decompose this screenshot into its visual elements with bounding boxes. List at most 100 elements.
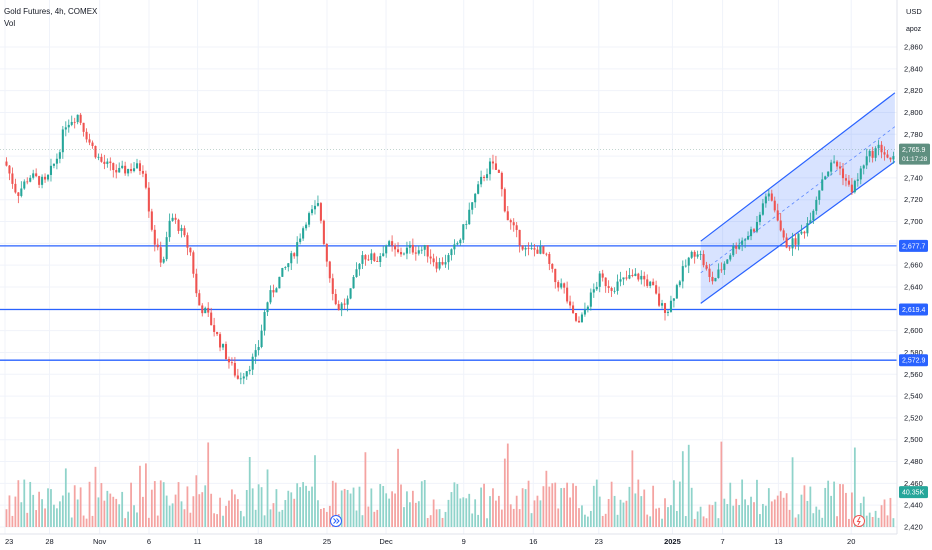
candle: [563, 282, 566, 294]
volume-bar: [539, 500, 542, 527]
volume-bar: [385, 493, 388, 527]
candle: [551, 263, 554, 273]
volume-bar: [892, 518, 895, 527]
volume-value-tag[interactable]: 40.35K: [899, 486, 928, 499]
goto-realtime-button[interactable]: [330, 515, 342, 527]
volume-bar: [622, 502, 625, 527]
volume-bar: [192, 496, 195, 527]
volume-bar: [26, 512, 29, 527]
volume-bar: [447, 499, 450, 527]
candle: [491, 154, 495, 170]
price-tick-label: 2,540: [904, 392, 923, 401]
candle: [382, 245, 385, 257]
time-axis[interactable]: 23 28 Nov 6 11 18 25 Dec 9 16 23 2025 7 13 20: [5, 537, 855, 546]
currency-label[interactable]: USD: [906, 7, 922, 16]
volume-bar: [833, 481, 835, 527]
candle: [343, 298, 346, 310]
candle: [729, 253, 732, 262]
time-tick-label: 23: [5, 537, 13, 546]
candle: [776, 203, 779, 222]
volume-bar: [147, 517, 150, 527]
volume-bar: [548, 486, 551, 527]
volume-indicator-label[interactable]: Vol: [4, 19, 16, 28]
volume-bar: [566, 482, 569, 527]
price-axis-background[interactable]: [897, 0, 932, 550]
volume-bar: [839, 484, 841, 527]
candlesticks: [5, 113, 895, 385]
candle: [135, 158, 139, 169]
volume-bar: [661, 518, 663, 527]
volume-bar: [500, 509, 503, 527]
price-axis[interactable]: 2,420 2,440 2,460 2,480 2,500 2,520 2,540 2,560…: [904, 43, 923, 532]
lightning-icon[interactable]: [853, 515, 865, 527]
volume-bar: [370, 488, 373, 527]
price-tick-label: 2,480: [904, 457, 923, 466]
volume-bar: [17, 480, 20, 527]
candle: [17, 192, 20, 204]
scale-mode-label[interactable]: apoz: [906, 26, 922, 33]
price-level-tag[interactable]: 2,619.4: [899, 303, 928, 316]
candle: [46, 173, 50, 182]
price-level-tag[interactable]: 2,677.7: [899, 239, 928, 252]
volume-bar: [115, 498, 118, 527]
volume-bar: [595, 479, 598, 527]
volume-bar: [320, 508, 322, 527]
volume-bar: [296, 483, 299, 527]
candle: [827, 171, 830, 177]
candle: [14, 178, 17, 194]
candle: [379, 252, 382, 268]
candle: [658, 286, 661, 308]
candle: [705, 261, 708, 271]
volume-bar: [136, 512, 138, 527]
parallel-channel-lower-line[interactable]: [700, 161, 896, 304]
candle: [871, 146, 874, 163]
symbol-title[interactable]: Gold Futures, 4h, COMEX: [4, 7, 98, 16]
volume-bar: [735, 498, 738, 527]
candle: [598, 270, 601, 293]
volume-bar: [705, 518, 708, 527]
parallel-channel-upper-line[interactable]: [700, 92, 896, 242]
volume-bar: [459, 498, 462, 527]
volume-bar: [637, 479, 640, 527]
volume-bar: [800, 494, 803, 527]
parallel-channel-fill[interactable]: [700, 92, 895, 304]
time-tick-label: Dec: [379, 537, 393, 546]
candle: [652, 278, 655, 286]
candle: [230, 357, 233, 366]
candle: [711, 271, 714, 285]
volume-bar: [762, 503, 764, 527]
time-tick-label: 2025: [664, 537, 681, 546]
volume-bar: [714, 501, 717, 527]
volume-bar: [118, 504, 121, 527]
last-price-tag[interactable]: 2,765.9 01:17:28: [899, 143, 930, 165]
volume-bar: [732, 505, 735, 527]
volume-bar: [738, 504, 741, 527]
time-tick-label: 16: [529, 537, 537, 546]
volume-bar: [269, 509, 272, 527]
candle: [391, 235, 394, 252]
candle: [296, 236, 299, 264]
volume-bar: [343, 488, 346, 527]
candle: [527, 242, 530, 256]
volume-bar: [35, 510, 38, 527]
volume-bar: [764, 505, 767, 527]
price-level-tag[interactable]: 2,572.9: [899, 354, 928, 367]
price-tick-label: 2,820: [904, 86, 923, 95]
volume-bar: [610, 481, 613, 527]
price-tick-label: 2,440: [904, 501, 923, 510]
volume-bar: [305, 485, 307, 527]
candle: [589, 288, 592, 311]
candle: [640, 270, 643, 285]
candle: [23, 179, 26, 190]
candle: [836, 160, 839, 170]
volume-bar: [836, 516, 838, 527]
candle: [358, 262, 361, 276]
volume-bar: [830, 495, 833, 527]
candle: [672, 298, 675, 308]
candle: [696, 250, 699, 259]
candle: [569, 295, 572, 309]
candle: [103, 154, 106, 170]
volume-bar: [204, 485, 207, 527]
volume-bar: [492, 488, 494, 527]
